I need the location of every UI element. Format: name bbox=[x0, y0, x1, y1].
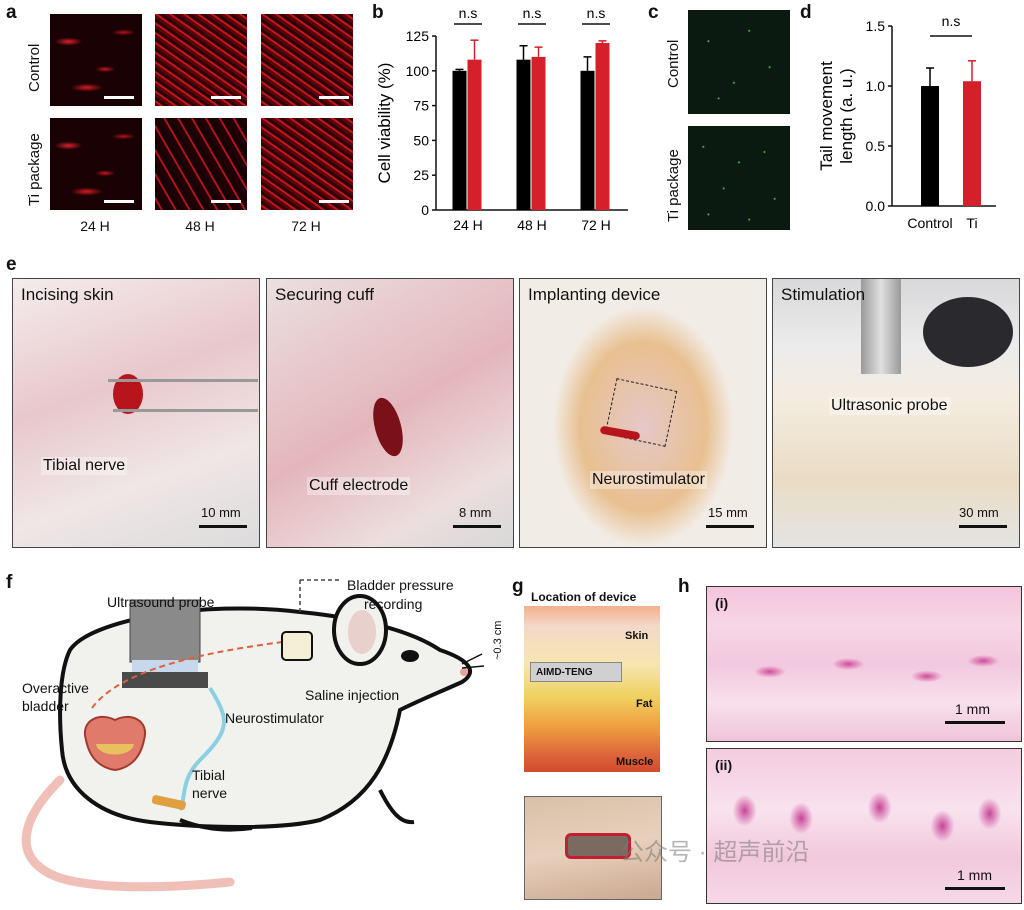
y-axis-label: Cell viability (%) bbox=[375, 63, 394, 184]
g-photo bbox=[524, 796, 662, 900]
histology-section-i: (i) 1 mm bbox=[706, 586, 1022, 742]
bar bbox=[452, 70, 467, 210]
significance-label: n.s bbox=[942, 13, 961, 29]
photo-title-securing-cuff: Securing cuff bbox=[275, 285, 374, 304]
col-label-24h: 24 H bbox=[80, 218, 110, 234]
live-dead-ti-package bbox=[688, 126, 790, 230]
label-cuff-electrode: Cuff electrode bbox=[307, 477, 411, 495]
micrograph-ti-48h bbox=[155, 118, 247, 210]
g-title: Location of device bbox=[531, 590, 637, 604]
panel-label-c: c bbox=[648, 2, 659, 23]
bar bbox=[516, 59, 531, 210]
y-tick-label: 75 bbox=[413, 98, 429, 114]
y-tick-label: 50 bbox=[413, 132, 429, 148]
bar bbox=[531, 56, 546, 210]
g-depth: ~0.3 cm bbox=[492, 620, 504, 660]
col-label-48h: 48 H bbox=[185, 218, 215, 234]
g-muscle: Muscle bbox=[616, 756, 654, 768]
panel-label-d: d bbox=[800, 2, 812, 23]
bar bbox=[580, 70, 595, 210]
x-tick-label: 24 H bbox=[453, 217, 483, 233]
label-tibial-nerve: Tibial nerve bbox=[41, 457, 128, 475]
y-tick-label: 0.0 bbox=[866, 198, 886, 214]
x-tick-label: 72 H bbox=[581, 217, 611, 233]
y-tick-label: 125 bbox=[406, 28, 430, 44]
y-axis-label-line2: length (a. u.) bbox=[837, 68, 856, 163]
row-label-control: Control bbox=[26, 43, 43, 92]
label-tibial-line1: Tibial bbox=[192, 767, 225, 783]
photo-stimulation: Stimulation Ultrasonic probe 30 mm bbox=[772, 278, 1020, 548]
significance-label: n.s bbox=[587, 5, 606, 21]
micrograph-control-48h bbox=[155, 14, 247, 106]
micrograph-ti-24h bbox=[50, 118, 142, 210]
scale-text-8mm: 8 mm bbox=[459, 505, 492, 520]
scale-text-30mm: 30 mm bbox=[959, 505, 999, 520]
h-label-ii: (ii) bbox=[715, 757, 733, 773]
label-overactive-line2: bladder bbox=[22, 698, 69, 714]
watermark: 公众号 · 超声前沿 bbox=[620, 839, 810, 866]
row-label-ti-package: Ti package bbox=[26, 133, 43, 206]
panel-label-e: e bbox=[6, 254, 17, 275]
bar bbox=[963, 81, 981, 206]
label-ultrasound-probe: Ultrasound probe bbox=[107, 594, 215, 610]
h-scale-ii: 1 mm bbox=[957, 867, 992, 883]
photo-title-implanting-device: Implanting device bbox=[528, 285, 661, 304]
y-tick-label: 0.5 bbox=[866, 138, 886, 154]
y-tick-label: 0 bbox=[421, 202, 429, 218]
panel-label-h: h bbox=[678, 576, 690, 597]
x-tick-label: 48 H bbox=[517, 217, 547, 233]
g-fat: Fat bbox=[636, 698, 653, 710]
photo-title-stimulation: Stimulation bbox=[781, 285, 866, 304]
micrograph-control-72h bbox=[261, 14, 353, 106]
y-tick-label: 100 bbox=[406, 63, 430, 79]
device-block bbox=[530, 662, 622, 682]
significance-label: n.s bbox=[459, 5, 478, 21]
h-label-i: (i) bbox=[715, 595, 729, 611]
skin-layers-diagram bbox=[524, 606, 660, 772]
g-skin: Skin bbox=[625, 630, 649, 642]
panel-label-a: a bbox=[6, 2, 17, 23]
bar bbox=[595, 42, 610, 211]
live-dead-control bbox=[688, 10, 790, 114]
g-device: AIMD-TENG bbox=[536, 667, 593, 678]
significance-label: n.s bbox=[523, 5, 542, 21]
row-label-c-ti-package: Ti package bbox=[665, 149, 682, 222]
y-axis-label-line1: Tail movement bbox=[817, 61, 836, 171]
tail-movement-chart: 0.0 0.5 1.0 1.5 Tail movement length (a. u.) C… bbox=[817, 13, 996, 231]
x-tick-label: Control bbox=[907, 215, 952, 231]
y-tick-label: 25 bbox=[413, 167, 429, 183]
panel-label-f: f bbox=[6, 572, 13, 593]
label-f-neurostimulator: Neurostimulator bbox=[225, 710, 324, 726]
h-scale-i: 1 mm bbox=[955, 701, 990, 717]
panel-label-b: b bbox=[372, 2, 384, 23]
col-label-72h: 72 H bbox=[291, 218, 321, 234]
rat-schematic bbox=[21, 579, 485, 892]
histology-section-ii: (ii) 1 mm bbox=[706, 748, 1022, 904]
label-tibial-line2: nerve bbox=[192, 785, 228, 801]
row-label-c-control: Control bbox=[665, 39, 682, 88]
label-overactive-line1: Overactive bbox=[22, 680, 89, 696]
bar bbox=[921, 86, 939, 206]
scale-text-10mm: 10 mm bbox=[201, 505, 241, 520]
label-ultrasonic-probe: Ultrasonic probe bbox=[829, 397, 950, 415]
label-saline-injection: Saline injection bbox=[305, 687, 400, 703]
photo-title-incising-skin: Incising skin bbox=[21, 285, 114, 304]
photo-securing-cuff: Securing cuff Cuff electrode 8 mm bbox=[266, 278, 514, 548]
photo-incising-skin: Incising skin Tibial nerve 10 mm bbox=[12, 278, 260, 548]
panel-label-g: g bbox=[512, 576, 524, 597]
label-bladder-pressure-line2: recording bbox=[364, 596, 423, 612]
y-tick-label: 1.0 bbox=[866, 78, 886, 94]
y-tick-label: 1.5 bbox=[866, 18, 886, 34]
micrograph-ti-72h bbox=[261, 118, 353, 210]
x-tick-label: Ti bbox=[966, 215, 977, 231]
bar bbox=[467, 59, 482, 210]
photo-implanting-device: Implanting device Neurostimulator 15 mm bbox=[519, 278, 767, 548]
label-neurostimulator: Neurostimulator bbox=[590, 471, 707, 489]
scale-text-15mm: 15 mm bbox=[708, 505, 748, 520]
micrograph-control-24h bbox=[50, 14, 142, 106]
label-bladder-pressure-line1: Bladder pressure bbox=[347, 577, 454, 593]
cell-viability-chart: 0 25 50 75 100 125 Cell viability (%) 24 H n.s 48… bbox=[375, 5, 628, 233]
